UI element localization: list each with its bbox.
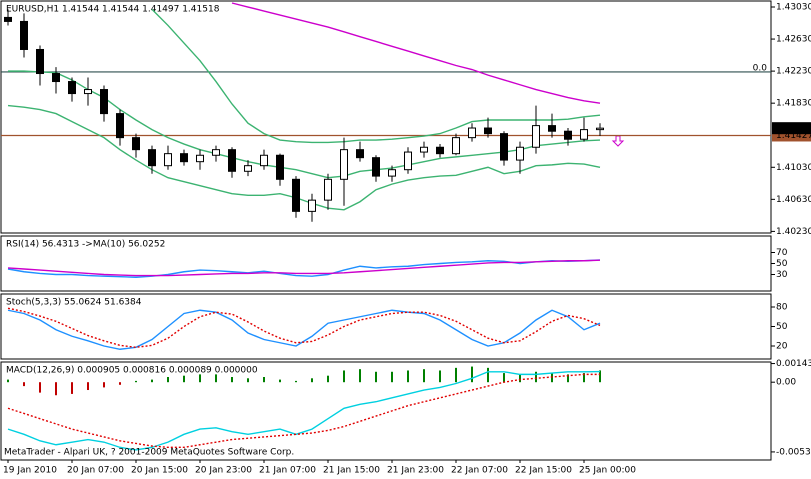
candle-body bbox=[52, 73, 60, 83]
candle-body bbox=[260, 154, 268, 167]
time-label: 22 Jan 07:00 bbox=[451, 466, 508, 476]
candle-body bbox=[68, 81, 76, 95]
indicator-line bbox=[7, 370, 601, 451]
time-label: 22 Jan 15:00 bbox=[515, 466, 572, 476]
candle-body bbox=[276, 154, 284, 180]
panel-title: Stoch(5,3,3) 55.0624 51.6384 bbox=[6, 298, 142, 308]
indicator-line bbox=[7, 259, 601, 278]
candle-body bbox=[116, 113, 124, 139]
candle-body bbox=[468, 127, 476, 139]
level-label: 0.0 bbox=[753, 63, 768, 73]
y-tick-label: 30 bbox=[776, 270, 788, 280]
candle-body bbox=[452, 137, 460, 155]
candle-body bbox=[36, 48, 44, 75]
panel-title: EURUSD,H1 1.41544 1.41544 1.41497 1.4151… bbox=[6, 5, 220, 15]
indicator-line bbox=[7, 309, 601, 350]
price-box bbox=[772, 122, 811, 135]
level-box-label: 1.41427 bbox=[776, 131, 811, 141]
time-label: 20 Jan 23:00 bbox=[195, 466, 252, 476]
y-tick-label: 80 bbox=[776, 303, 788, 313]
candle-body bbox=[436, 146, 444, 155]
candle-body bbox=[308, 199, 316, 212]
y-tick-label: 1.41830 bbox=[776, 99, 811, 109]
indicator-line bbox=[7, 259, 601, 277]
candle-body bbox=[244, 165, 252, 172]
indicator-line bbox=[151, 8, 601, 144]
candle-body bbox=[340, 149, 348, 180]
candle-body bbox=[548, 125, 556, 132]
candle-body bbox=[596, 127, 604, 131]
y-tick-label: 1.40230 bbox=[776, 227, 811, 237]
candle-body bbox=[212, 149, 220, 156]
time-label: 19 Jan 2010 bbox=[3, 466, 57, 476]
y-tick-label: 70 bbox=[776, 248, 788, 258]
indicator-line bbox=[7, 307, 601, 349]
y-tick-label: 0.00 bbox=[776, 378, 796, 388]
y-tick-label: 1.42630 bbox=[776, 35, 811, 45]
indicator-line bbox=[231, 2, 601, 104]
candle-body bbox=[180, 153, 188, 163]
candle-body bbox=[84, 89, 92, 95]
candle-body bbox=[516, 146, 524, 161]
candle-body bbox=[356, 149, 364, 159]
candle-body bbox=[372, 157, 380, 177]
candle-body bbox=[196, 154, 204, 163]
y-tick-label: 20 bbox=[776, 342, 788, 352]
panel-frame bbox=[0, 0, 772, 234]
candle-body bbox=[420, 146, 428, 153]
copyright: MetaTrader - Alpari UK, ? 2001-2009 Meta… bbox=[4, 448, 294, 458]
candle-body bbox=[564, 130, 572, 140]
time-label: 21 Jan 07:00 bbox=[259, 466, 316, 476]
time-label: 21 Jan 15:00 bbox=[323, 466, 380, 476]
candle-body bbox=[484, 127, 492, 135]
y-tick-label: -0.00535 bbox=[776, 447, 811, 457]
time-label: 20 Jan 07:00 bbox=[67, 466, 124, 476]
candle-body bbox=[580, 129, 588, 140]
y-tick-label: 1.42230 bbox=[776, 67, 811, 77]
y-tick-label: 1.41030 bbox=[776, 163, 811, 173]
indicator-line bbox=[7, 104, 601, 211]
candle-body bbox=[100, 89, 108, 115]
candle-body bbox=[164, 153, 172, 167]
candle-body bbox=[388, 169, 396, 177]
candle-body bbox=[20, 20, 28, 50]
time-label: 21 Jan 23:00 bbox=[387, 466, 444, 476]
candle-body bbox=[132, 137, 140, 151]
candle-body bbox=[532, 125, 540, 148]
y-tick-label: 50 bbox=[776, 259, 788, 269]
y-tick-label: 1.43030 bbox=[776, 3, 811, 13]
candle-body bbox=[404, 151, 412, 171]
time-label: 25 Jan 00:00 bbox=[579, 466, 636, 476]
panel-title: MACD(12,26,9) 0.000905 0.000816 0.000089… bbox=[6, 366, 258, 376]
time-label: 20 Jan 15:00 bbox=[131, 466, 188, 476]
panel-title: RSI(14) 56.4313 ->MA(10) 56.0252 bbox=[6, 240, 165, 250]
candle-body bbox=[500, 133, 508, 161]
candle-body bbox=[148, 149, 156, 167]
candle-body bbox=[324, 178, 332, 201]
candle-body bbox=[292, 178, 300, 212]
panel-frame bbox=[0, 361, 772, 461]
y-tick-label: 50 bbox=[776, 322, 788, 332]
y-tick-label: 0.00143 bbox=[776, 359, 811, 369]
price-box-label: 1.41518 bbox=[776, 124, 811, 134]
candle-body bbox=[4, 16, 12, 22]
candle-body bbox=[228, 149, 236, 172]
y-tick-label: 1.40630 bbox=[776, 195, 811, 205]
